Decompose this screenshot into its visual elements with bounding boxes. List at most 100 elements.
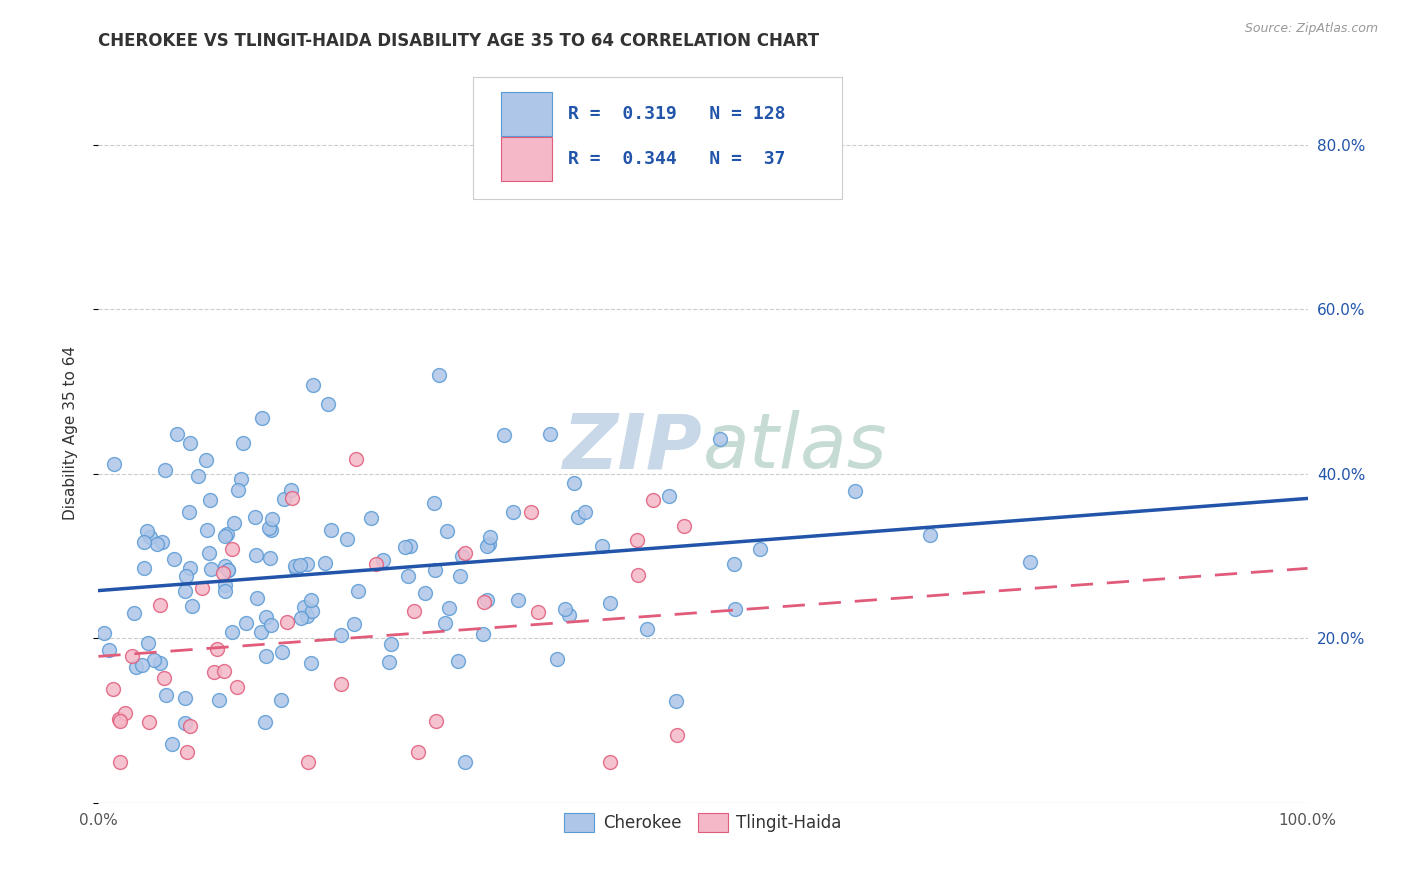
Point (212, 566, 235, 580)
Point (360, 511, 382, 525)
Point (319, 523, 342, 537)
Point (132, 535, 155, 549)
Point (143, 653, 166, 667)
Point (299, 592, 322, 607)
Point (449, 569, 471, 583)
Point (508, 592, 530, 607)
Point (427, 368, 450, 383)
Point (502, 505, 524, 519)
Point (177, 505, 200, 519)
Point (231, 472, 253, 486)
Point (641, 493, 664, 508)
Point (221, 542, 243, 557)
Text: R =  0.319   N = 128: R = 0.319 N = 128 (568, 105, 785, 123)
Point (301, 604, 323, 618)
Y-axis label: Disability Age 35 to 64: Disability Age 35 to 64 (63, 345, 77, 520)
Point (214, 559, 236, 574)
Point (658, 489, 681, 503)
Point (380, 637, 402, 651)
Point (378, 655, 401, 669)
Point (134, 560, 156, 574)
Point (173, 691, 195, 706)
Point (162, 738, 184, 752)
Point (226, 483, 249, 498)
Point (413, 586, 436, 600)
Point (208, 692, 231, 706)
Point (330, 677, 353, 691)
Point (214, 584, 236, 599)
Point (284, 558, 307, 573)
Point (292, 599, 315, 614)
Point (124, 606, 146, 620)
Point (284, 561, 307, 575)
Point (591, 539, 613, 553)
Point (316, 396, 339, 410)
Point (174, 715, 197, 730)
Point (599, 755, 621, 769)
Point (195, 523, 218, 537)
Point (627, 568, 650, 582)
Point (280, 483, 302, 497)
Point (260, 512, 283, 526)
Point (297, 557, 319, 571)
Point (93, 626, 115, 640)
Point (217, 527, 239, 541)
Point (252, 411, 274, 425)
FancyBboxPatch shape (474, 78, 842, 200)
FancyBboxPatch shape (501, 93, 551, 136)
Point (347, 583, 370, 598)
Point (748, 541, 770, 556)
Point (454, 546, 477, 560)
Point (554, 601, 576, 615)
Point (599, 595, 621, 609)
Point (246, 591, 269, 606)
Point (108, 712, 131, 726)
Point (191, 581, 214, 595)
Point (260, 618, 283, 632)
Point (472, 595, 495, 609)
Point (447, 654, 470, 668)
Point (454, 755, 477, 769)
Point (179, 719, 201, 733)
Point (314, 556, 336, 570)
Point (437, 601, 460, 615)
Point (723, 557, 745, 571)
Point (153, 671, 176, 685)
Point (149, 657, 172, 671)
Point (844, 484, 866, 499)
Point (176, 745, 198, 759)
Point (665, 693, 688, 707)
Point (364, 557, 387, 571)
Point (139, 530, 162, 544)
Point (475, 539, 498, 553)
Point (259, 524, 281, 538)
Point (394, 541, 416, 555)
Point (406, 745, 429, 759)
Point (200, 492, 222, 507)
Text: atlas: atlas (703, 410, 887, 484)
Point (290, 558, 312, 572)
Point (136, 524, 159, 539)
Point (254, 714, 277, 729)
Point (243, 510, 266, 524)
Point (166, 426, 188, 441)
Point (254, 609, 277, 624)
Text: Source: ZipAtlas.com: Source: ZipAtlas.com (1244, 22, 1378, 36)
Point (232, 435, 254, 450)
Point (492, 428, 515, 442)
Point (301, 378, 323, 392)
Point (108, 755, 131, 769)
Point (299, 657, 322, 671)
Point (436, 524, 458, 538)
Point (273, 492, 295, 507)
Point (343, 616, 366, 631)
Point (396, 569, 419, 583)
Point (145, 537, 167, 551)
Point (250, 624, 273, 639)
Point (290, 610, 312, 624)
Point (434, 616, 457, 631)
Point (103, 458, 125, 472)
Point (108, 714, 131, 729)
Point (224, 516, 246, 530)
Text: R =  0.344   N =  37: R = 0.344 N = 37 (568, 150, 785, 168)
